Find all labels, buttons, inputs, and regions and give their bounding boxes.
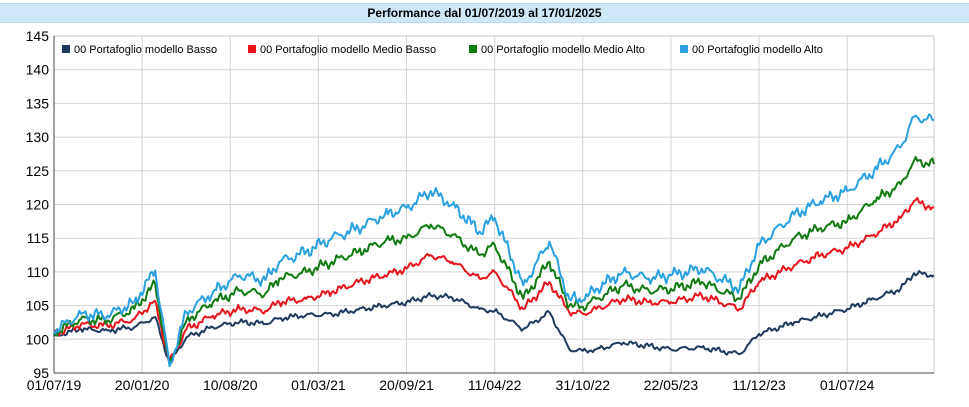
legend-label: 00 Portafoglio modello Basso [74,44,217,56]
legend-swatch [469,45,477,53]
x-tick-label: 01/07/19 [27,377,82,393]
series-line-1 [53,270,935,364]
y-tick-label: 120 [26,197,50,213]
y-tick-label: 105 [26,298,50,314]
x-tick-label: 31/10/22 [556,377,611,393]
series-line-2 [53,196,935,364]
y-tick-label: 130 [26,129,50,145]
legend-label: 00 Portafoglio modello Medio Basso [260,44,436,56]
legend-swatch [680,45,688,53]
x-tick-label: 01/03/21 [291,377,346,393]
series-line-4 [53,113,935,368]
x-tick-label: 20/09/21 [379,377,434,393]
y-tick-label: 135 [26,95,50,111]
y-tick-label: 115 [27,230,50,246]
x-tick-label: 20/01/20 [115,377,170,393]
chart-title: Performance dal 01/07/2019 al 17/01/2025 [0,3,969,23]
x-tick-label: 22/05/23 [644,377,699,393]
y-tick-label: 95 [33,365,49,381]
x-tick-label: 01/07/24 [820,377,875,393]
x-tick-label: 11/04/22 [468,377,522,393]
series-lines [53,113,935,368]
legend-swatch [248,45,256,53]
y-tick-label: 100 [26,331,50,347]
x-tick-label: 11/12/23 [732,377,786,393]
legend-label: 00 Portafoglio modello Medio Alto [481,44,645,56]
y-tick-label: 145 [26,28,50,44]
y-tick-label: 140 [26,62,50,78]
x-tick-label: 10/08/20 [203,377,258,393]
axes: 95 100 105 110 115 120 125 130 135 140 145 01/07/19… [26,28,934,393]
legend-label: 00 Portafoglio modello Alto [692,44,823,56]
grid-lines [54,36,934,373]
legend-swatch [62,45,70,53]
series-line-3 [53,156,935,366]
y-tick-label: 110 [27,264,50,280]
y-tick-label: 125 [26,163,50,179]
legend: 00 Portafoglio modello Basso 00 Portafogl… [62,44,823,56]
